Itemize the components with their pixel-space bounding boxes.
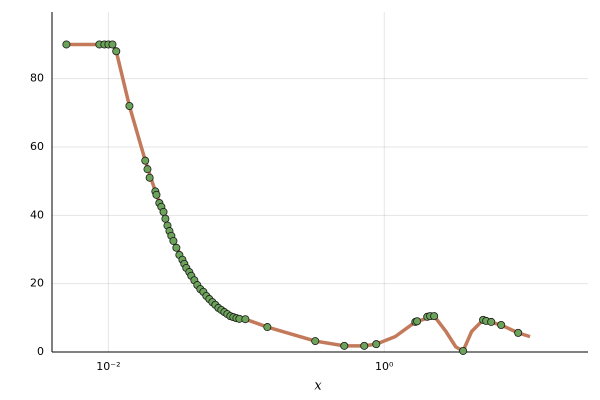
x-tick-label: 10⁻² [96, 360, 120, 373]
point [125, 101, 134, 110]
point [143, 165, 152, 174]
point [62, 40, 71, 49]
point [263, 323, 272, 332]
point [497, 321, 506, 330]
y-tick-label: 0 [37, 345, 44, 358]
point [459, 346, 468, 355]
point [145, 173, 154, 182]
point [340, 341, 349, 350]
point [413, 317, 422, 326]
point [311, 337, 320, 346]
point [514, 328, 523, 337]
y-tick-label: 20 [30, 277, 44, 290]
point [161, 214, 170, 223]
x-tick-label: 10⁰ [375, 360, 394, 373]
point [108, 40, 117, 49]
point [159, 207, 168, 216]
point [241, 315, 250, 324]
y-tick-label: 60 [30, 140, 44, 153]
line [66, 42, 531, 353]
point [487, 317, 496, 326]
point [360, 341, 369, 350]
x-axis-label: x [314, 379, 322, 394]
point [141, 156, 150, 165]
point [430, 312, 439, 321]
point [372, 340, 381, 349]
point [152, 190, 161, 199]
point [172, 243, 181, 252]
y-tick-label: 80 [30, 72, 44, 85]
y-tick-label: 40 [30, 208, 44, 221]
point [169, 236, 178, 245]
point [112, 47, 121, 56]
